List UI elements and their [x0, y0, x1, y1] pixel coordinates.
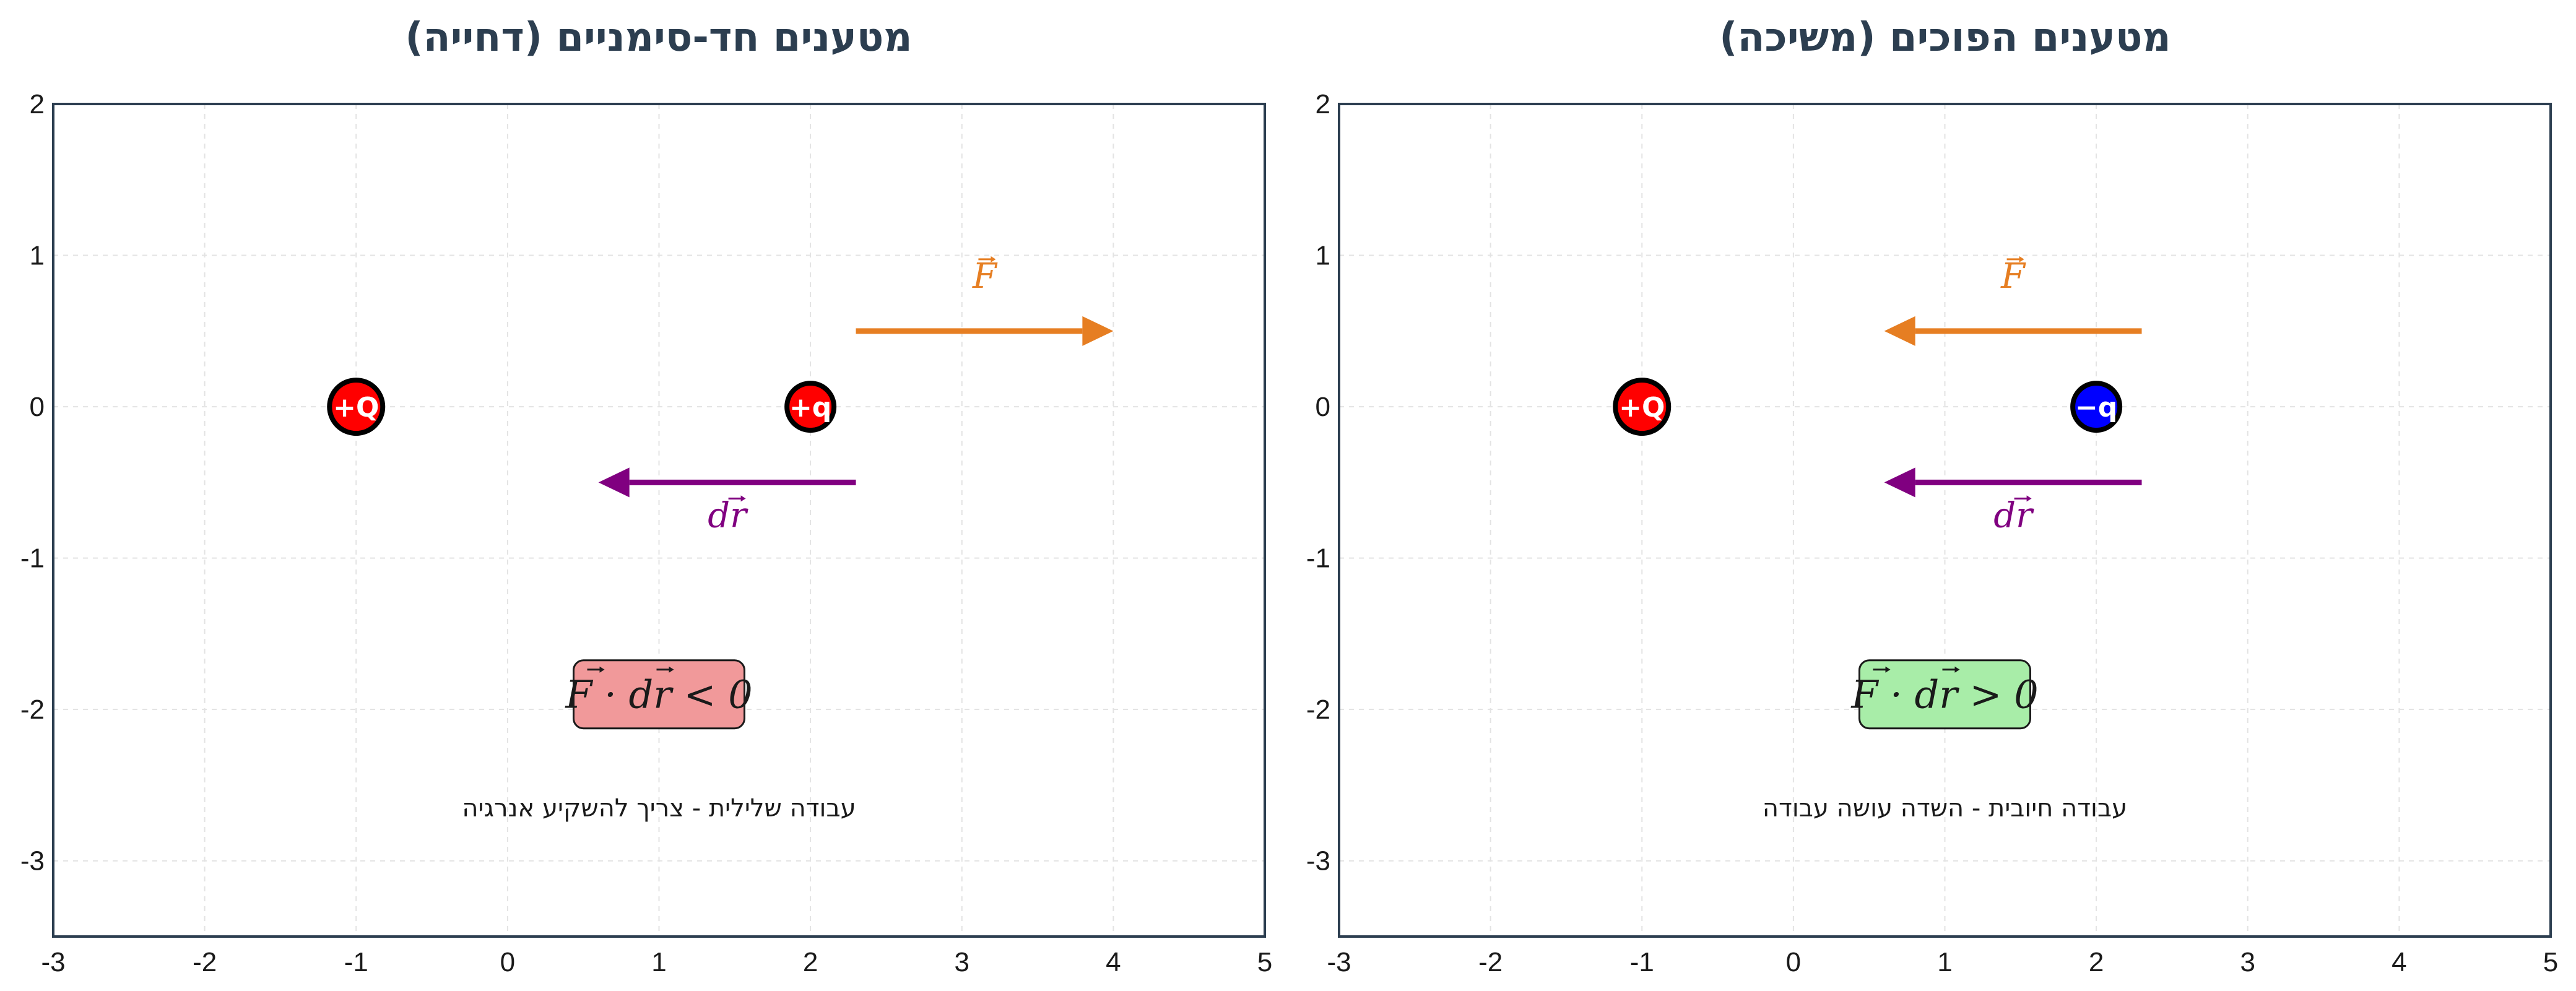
y-tick-label: 1 — [1316, 241, 1330, 271]
y-tick-label: 0 — [30, 392, 45, 422]
x-tick-label: -3 — [41, 947, 65, 977]
charge-label: −q — [2075, 392, 2117, 423]
x-tick-label: 1 — [651, 947, 666, 977]
charge-label: +Q — [1619, 392, 1665, 423]
x-tick-label: 3 — [2240, 947, 2255, 977]
panel-caption: עבודה חיובית - השדה עושה עבודה — [1763, 794, 2127, 823]
y-tick-label: 1 — [30, 241, 45, 271]
x-tick-label: 5 — [2543, 947, 2558, 977]
y-tick-label: -1 — [1306, 543, 1330, 574]
formula-text: F · dr < 0 — [565, 672, 752, 717]
force-arrow: F — [856, 256, 1114, 346]
formula-box: F · dr > 0 — [1850, 659, 2039, 730]
charge-label: +q — [789, 392, 831, 423]
panel-caption: עבודה שלילית - צריך להשקיע אנרגיה — [462, 794, 856, 823]
x-tick-label: 1 — [1937, 947, 1952, 977]
y-tick-label: -3 — [20, 846, 45, 876]
x-tick-label: 3 — [955, 947, 969, 977]
x-tick-label: 5 — [1257, 947, 1272, 977]
x-tick-label: 4 — [2392, 947, 2406, 977]
vector-accent-head — [669, 666, 674, 673]
plot-frame — [52, 103, 1266, 938]
vector-accent-head — [599, 666, 605, 673]
charge-circle — [327, 378, 386, 436]
plot-frame — [1338, 103, 2552, 938]
panel-title: מטענים חד-סימניים (דחייה) — [405, 15, 912, 61]
displacement-arrow-head — [1884, 467, 1915, 498]
vector-accent-head — [1954, 666, 1960, 673]
charge-circle — [2070, 381, 2123, 433]
force-label: F — [972, 256, 998, 296]
x-tick-label: 4 — [1106, 947, 1121, 977]
force-arrow-head — [1082, 316, 1114, 346]
x-tick-label: -1 — [1630, 947, 1654, 977]
displacement-arrow: dr — [598, 467, 856, 535]
displacement-arrow-head — [598, 467, 630, 498]
charge-circle — [1613, 378, 1672, 436]
charge-source: +Q — [327, 378, 386, 436]
y-tick-label: 2 — [30, 89, 45, 119]
charge-source: +Q — [1613, 378, 1672, 436]
force-arrow: F — [1884, 256, 2142, 346]
charge-test: −q — [2070, 381, 2123, 433]
force-label: F — [2000, 256, 2026, 296]
vector-accent-head — [991, 256, 996, 262]
y-tick-label: -3 — [1306, 846, 1330, 876]
x-tick-label: 0 — [500, 947, 515, 977]
x-tick-label: 0 — [1786, 947, 1801, 977]
x-tick-label: -2 — [1478, 947, 1503, 977]
x-tick-label: 2 — [2089, 947, 2104, 977]
x-tick-label: -1 — [344, 947, 368, 977]
formula-background — [1858, 659, 2031, 730]
formula-box: F · dr < 0 — [565, 659, 753, 730]
x-tick-label: -2 — [193, 947, 217, 977]
panel-1: מטענים חד-סימניים (דחייה) -3 -2 -1 0 1 2 3 4 5 2 1 0… — [20, 15, 1272, 977]
displacement-label: dr — [1993, 495, 2034, 535]
y-tick-label: 2 — [1316, 89, 1330, 119]
formula-text: F · dr > 0 — [1850, 672, 2038, 717]
vector-accent-head — [2019, 256, 2024, 262]
force-arrow-head — [1884, 316, 1915, 346]
y-tick-label: -1 — [20, 543, 45, 574]
y-tick-label: -2 — [1306, 695, 1330, 725]
panel-2: מטענים הפוכים (משיכה) -3 -2 -1 0 1 2 3 4 5 2 1 0 -1 -2… — [1306, 15, 2558, 977]
vector-accent-head — [740, 495, 746, 502]
formula-background — [573, 659, 745, 730]
vector-accent-head — [2026, 495, 2032, 502]
x-tick-label: 2 — [803, 947, 818, 977]
charge-label: +Q — [333, 392, 379, 423]
vector-accent-head — [1885, 666, 1891, 673]
panel-title: מטענים הפוכים (משיכה) — [1719, 15, 2171, 61]
displacement-arrow: dr — [1884, 467, 2142, 535]
y-tick-label: -2 — [20, 695, 45, 725]
displacement-label: dr — [708, 495, 748, 535]
charge-circle — [784, 381, 837, 433]
charge-test: +q — [784, 381, 837, 433]
y-tick-label: 0 — [1316, 392, 1330, 422]
x-tick-label: -3 — [1327, 947, 1351, 977]
